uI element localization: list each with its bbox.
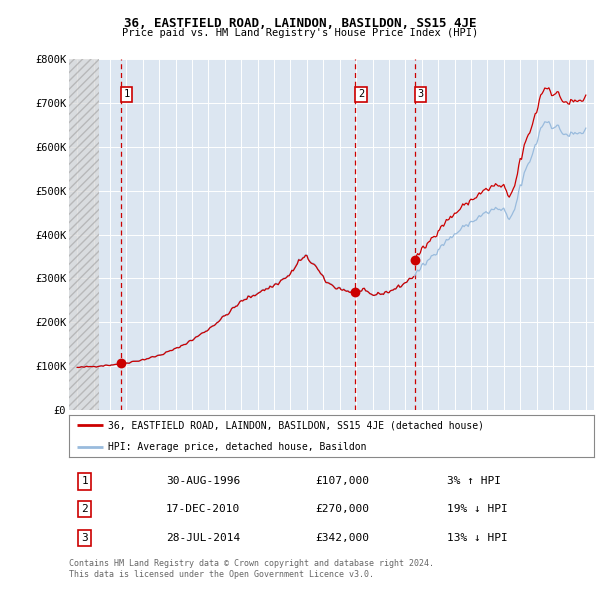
Text: 17-DEC-2010: 17-DEC-2010: [166, 504, 241, 514]
Text: 36, EASTFIELD ROAD, LAINDON, BASILDON, SS15 4JE (detached house): 36, EASTFIELD ROAD, LAINDON, BASILDON, S…: [109, 421, 484, 430]
Text: 28-JUL-2014: 28-JUL-2014: [166, 533, 241, 543]
Bar: [69, 59, 98, 410]
Point: [350, 287, 360, 296]
Text: 3% ↑ HPI: 3% ↑ HPI: [447, 477, 501, 486]
Text: Price paid vs. HM Land Registry's House Price Index (HPI): Price paid vs. HM Land Registry's House …: [122, 28, 478, 38]
Text: 2: 2: [82, 504, 88, 514]
Text: 1: 1: [82, 477, 88, 486]
Text: Contains HM Land Registry data © Crown copyright and database right 2024.
This d: Contains HM Land Registry data © Crown c…: [69, 559, 434, 579]
Text: 36, EASTFIELD ROAD, LAINDON, BASILDON, SS15 4JE: 36, EASTFIELD ROAD, LAINDON, BASILDON, S…: [124, 17, 476, 30]
Text: £270,000: £270,000: [316, 504, 370, 514]
Text: HPI: Average price, detached house, Basildon: HPI: Average price, detached house, Basi…: [109, 442, 367, 451]
Point: [410, 255, 419, 265]
Text: 1: 1: [124, 89, 130, 99]
Text: 13% ↓ HPI: 13% ↓ HPI: [447, 533, 508, 543]
Text: £342,000: £342,000: [316, 533, 370, 543]
Text: 30-AUG-1996: 30-AUG-1996: [166, 477, 241, 486]
Text: 19% ↓ HPI: 19% ↓ HPI: [447, 504, 508, 514]
Point: [116, 358, 126, 368]
Text: 3: 3: [418, 89, 424, 99]
Text: £107,000: £107,000: [316, 477, 370, 486]
Text: 2: 2: [358, 89, 364, 99]
Text: 3: 3: [82, 533, 88, 543]
